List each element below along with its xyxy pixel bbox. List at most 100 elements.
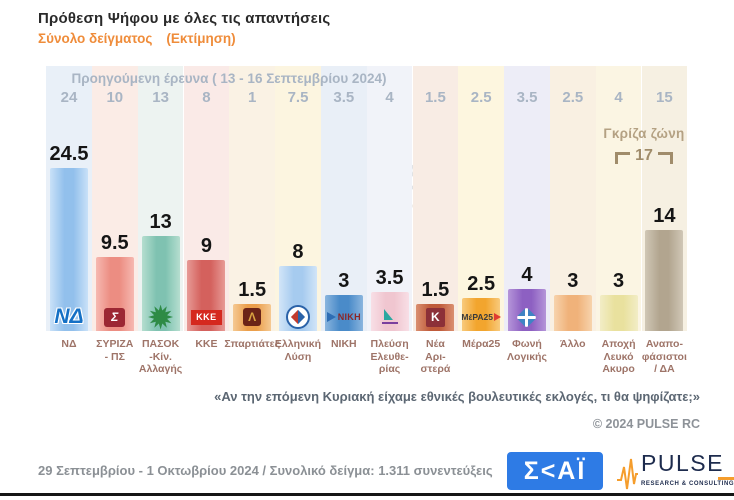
party-column: 24 24.5 ΝΔ ΝΔ	[46, 66, 92, 392]
party-label: Άλλο	[560, 338, 586, 350]
ellyn-logo	[269, 303, 327, 331]
spartiates-logo-glyph: Λ	[243, 308, 262, 326]
gray-zone-label: Γκρίζα ζώνη	[603, 126, 685, 141]
bar-chart: PULSE RESEARCH & CONSULTING Προηγούμενη …	[0, 66, 734, 392]
nea-logo: Κ	[407, 303, 465, 331]
syriza-logo: Σ	[86, 303, 144, 331]
result-value: 3	[338, 270, 350, 293]
bracket-left-icon	[615, 152, 631, 164]
kke-logo-glyph: ΚΚΕ	[190, 309, 222, 325]
nd-logo: ΝΔ	[40, 303, 98, 331]
niki-logo: ΝΙΚΗ	[315, 303, 373, 331]
party-column: 3.5 3 ΝΙΚΗ ΝΙΚΗ	[320, 66, 367, 392]
party-label: ΣΥΡΙΖΑ - ΠΣ	[96, 338, 134, 363]
pulse-logo-orange-bar	[718, 477, 734, 480]
party-label: Αναπο- φάσιστοι / ΔΑ	[641, 338, 687, 376]
result-value: 1.5	[421, 279, 450, 302]
gray-zone-value: 17	[635, 147, 653, 164]
result-bar	[645, 230, 684, 331]
previous-value: 4	[614, 89, 623, 106]
previous-value: 2.5	[562, 89, 584, 106]
previous-value: 15	[656, 89, 673, 106]
party-label: ΝΔ	[61, 338, 77, 350]
result-value: 3	[567, 270, 579, 293]
column-band	[366, 66, 413, 331]
party-column: 8 9 ΚΚΕ ΚΚΕ	[183, 66, 230, 392]
result-value: 9.5	[100, 231, 129, 254]
result-value: 3.5	[375, 267, 404, 290]
party-column: 13 13 ΠΑΣΟΚ -Κίν. Αλλαγής	[137, 66, 184, 392]
column-band	[229, 66, 276, 331]
column-band	[504, 66, 550, 331]
party-label: Ελληνική Λύση	[274, 338, 322, 363]
pasok-logo-glyph	[148, 304, 174, 330]
mera-logo-glyph: ΜέΡΑ25	[461, 312, 501, 322]
gray-zone-value-row: 17	[587, 148, 701, 164]
party-label: Πλεύση Ελευθε- ρίας	[370, 338, 409, 376]
previous-value: 8	[202, 89, 211, 106]
sample-label: Σύνολο δείγματος	[38, 31, 153, 46]
result-value: 9	[200, 234, 212, 257]
result-value: 1.5	[238, 279, 267, 302]
result-value: 8	[292, 240, 304, 263]
syriza-logo-glyph: Σ	[104, 307, 126, 327]
party-column: 7.5 8 Ελληνική Λύση	[275, 66, 321, 392]
bracket-right-icon	[657, 152, 673, 164]
estimate-label: (Εκτίμηση)	[166, 31, 236, 46]
previous-value: 3.5	[333, 89, 355, 106]
party-label: ΠΑΣΟΚ -Κίν. Αλλαγής	[138, 338, 183, 376]
result-value: 4	[521, 264, 533, 287]
party-column: 3.5 4 Φωνή Λογικής	[504, 66, 550, 392]
previous-survey-label: Προηγούμενη έρευνα ( 13 - 16 Σεπτεμβρίου…	[71, 71, 387, 86]
pulse-logo-tagline: RESEARCH & CONSULTING	[641, 481, 734, 487]
party-column: 10 9.5 Σ ΣΥΡΙΖΑ - ΠΣ	[91, 66, 138, 392]
foni-logo-glyph	[516, 306, 538, 328]
previous-value: 3.5	[516, 89, 538, 106]
column-band	[320, 66, 367, 331]
fieldwork-info: 29 Σεπτεμβρίου - 1 Οκτωβρίου 2024 / Συνο…	[38, 463, 493, 478]
kke-logo: ΚΚΕ	[178, 303, 236, 331]
previous-value: 10	[106, 89, 124, 106]
nea-logo-glyph: Κ	[425, 307, 445, 327]
pulse-logo-word: PULSE	[641, 450, 724, 476]
party-column: 2.5 3 Άλλο	[549, 66, 596, 392]
result-value: 13	[149, 210, 172, 233]
waveform-icon	[617, 458, 638, 490]
party-label: Αποχή Λευκό Ακυρο	[601, 338, 636, 376]
previous-value: 4	[385, 89, 394, 106]
party-column: 4 3 Αποχή Λευκό Ακυρο	[595, 66, 642, 392]
result-bar	[599, 295, 638, 331]
column-band	[595, 66, 642, 331]
column-band	[549, 66, 596, 331]
party-column: 2.5 2.5 ΜέΡΑ25 Μέρα25	[458, 66, 505, 392]
previous-value: 1	[248, 89, 257, 106]
previous-value: 24	[60, 89, 78, 106]
party-column: 1.5 1.5 Κ Νέα Αρι- στερά	[412, 66, 459, 392]
spartiates-logo: Λ	[223, 303, 281, 331]
party-label: Νέα Αρι- στερά	[420, 338, 451, 376]
result-bar	[49, 167, 88, 331]
result-value: 14	[653, 205, 676, 227]
copyright-note: © 2024 PULSE RC	[592, 417, 700, 431]
gray-zone-annotation: Γκρίζα ζώνη 17	[587, 126, 701, 164]
party-label: ΝΙΚΗ	[330, 338, 357, 350]
bottom-divider	[0, 493, 734, 496]
pulse-logo: PULSE RESEARCH & CONSULTING	[616, 452, 734, 492]
party-label: Μέρα25	[462, 338, 501, 350]
result-value: 2.5	[467, 273, 496, 296]
previous-value: 7.5	[287, 89, 309, 106]
previous-value: 2.5	[470, 89, 492, 106]
plefsi-logo	[361, 303, 419, 331]
skai-logo: Σ<ΑΪ	[507, 452, 603, 490]
column-band	[458, 66, 505, 331]
survey-question: «Αν την επόμενη Κυριακή είχαμε εθνικές β…	[214, 389, 700, 404]
ellyn-logo-glyph	[285, 305, 310, 329]
nd-logo-glyph: ΝΔ	[54, 305, 84, 328]
page-subtitle: Σύνολο δείγματος (Εκτίμηση)	[38, 31, 236, 46]
result-bar	[553, 295, 592, 331]
party-column: 4 3.5 Πλεύση Ελευθε- ρίας	[366, 66, 413, 392]
pasok-logo	[132, 303, 190, 331]
party-column: 1 1.5 Λ Σπαρτιάτες	[224, 66, 280, 392]
niki-logo-glyph: ΝΙΚΗ	[327, 312, 361, 322]
